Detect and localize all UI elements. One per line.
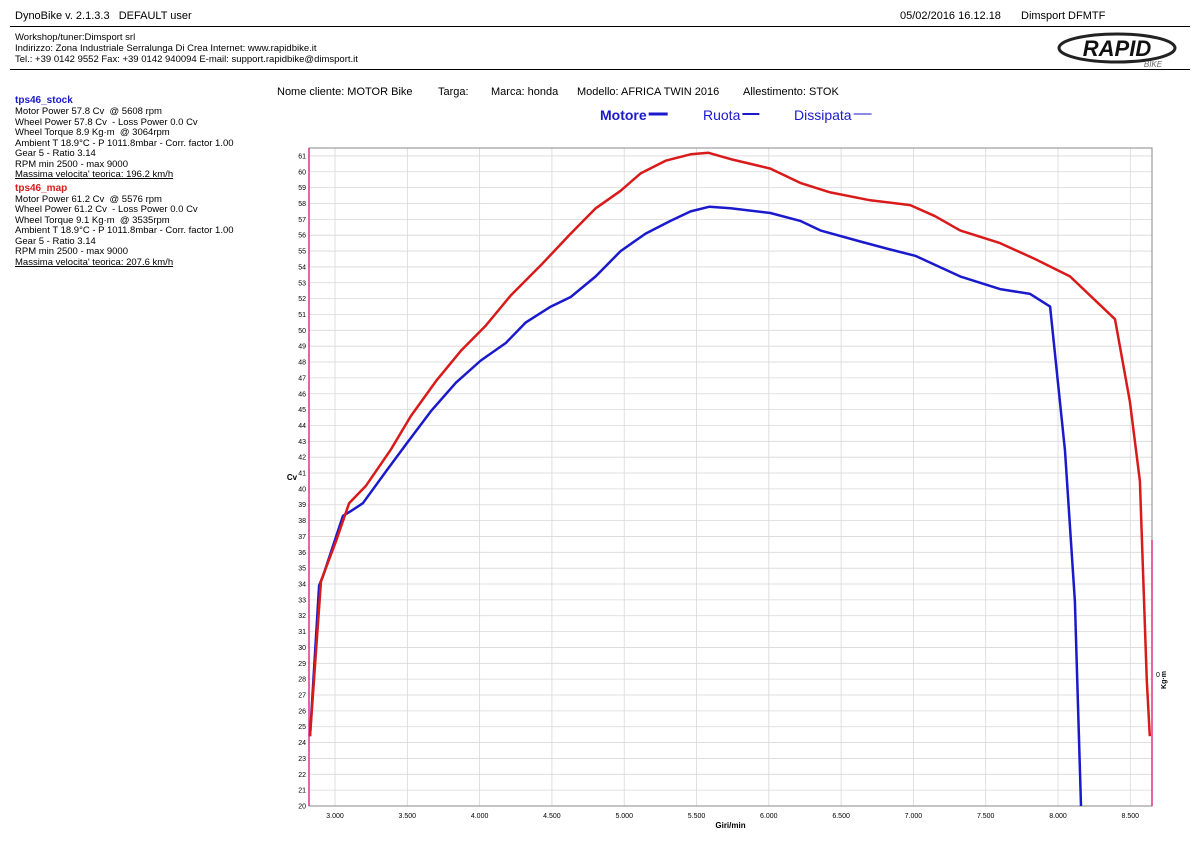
x-tick-label: 6.500: [832, 813, 850, 820]
y-tick-label: 46: [298, 391, 306, 398]
y-tick-label: 61: [298, 153, 306, 160]
y-tick-label: 55: [298, 249, 306, 256]
panel-line: Motor Power 57.8 Cv @ 5608 rpm: [15, 106, 162, 117]
x-tick-label: 4.500: [543, 813, 561, 820]
y-tick-label: 34: [298, 582, 306, 589]
meta-field: Marca: honda: [491, 86, 559, 98]
power-curve: [308, 151, 1152, 737]
meta-field: Allestimento: STOK: [743, 86, 839, 98]
y-tick-label: 43: [298, 439, 306, 446]
panel-line: Ambient T 18.9°C - P 1011.8mbar - Corr. …: [15, 225, 234, 236]
y-tick-label: 31: [298, 629, 306, 636]
separator: [10, 26, 1190, 27]
x-tick-label: 8.500: [1122, 813, 1140, 820]
y-axis-label: Cv: [287, 473, 298, 482]
panel-line: Motor Power 61.2 Cv @ 5576 rpm: [15, 193, 162, 205]
y-tick-label: 29: [298, 661, 306, 668]
y-tick-label: 23: [298, 756, 306, 763]
power-curve: [308, 205, 1083, 807]
panel-line: Massima velocita' teorica: 196.2 km/h: [15, 169, 174, 180]
y-tick-label: 49: [298, 344, 306, 351]
panel-line: Ambient T 18.9°C - P 1011.8mbar - Corr. …: [15, 137, 234, 149]
workshop-line: Indirizzo: Zona Industriale Serralunga D…: [15, 43, 317, 54]
app-title: DynoBike v. 2.1.3.3 DEFAULT user: [15, 10, 192, 22]
workshop-line: Workshop/tuner:Dimsport srl: [15, 32, 136, 43]
x-tick-label: 7.000: [905, 813, 923, 820]
y-tick-label: 21: [298, 788, 306, 795]
workshop-line: Tel.: +39 0142 9552 Fax: +39 0142 940094…: [15, 54, 358, 65]
logo-swoosh: [1057, 32, 1177, 64]
y-tick-label: 45: [298, 407, 306, 414]
y-tick-label: 58: [298, 201, 306, 208]
y-tick-label: 53: [298, 280, 306, 287]
panel-title: tps46_stock: [15, 95, 73, 106]
y-tick-label: 56: [298, 233, 306, 240]
y-tick-label: 50: [298, 328, 306, 335]
y-tick-label: 40: [298, 486, 306, 493]
y-tick-label: 37: [298, 534, 306, 541]
logo-sub: BIKE: [1144, 60, 1163, 69]
y-tick-label: 20: [298, 804, 306, 811]
y-tick-label: 42: [298, 455, 306, 462]
panel-line: RPM min 2500 - max 9000: [15, 158, 128, 170]
y-tick-label: 33: [298, 597, 306, 604]
y-tick-label: 59: [298, 185, 306, 192]
x-axis-label: Giri/min: [715, 821, 745, 830]
y-tick-label: 51: [298, 312, 306, 319]
y-tick-label: 48: [298, 360, 306, 367]
y-tick-label: 44: [298, 423, 306, 430]
panel-line: Gear 5 - Ratio 3.14: [15, 235, 96, 247]
y-tick-label: 60: [298, 169, 306, 176]
x-tick-label: 6.000: [760, 813, 778, 820]
y-tick-label: 25: [298, 724, 306, 731]
y-tick-label: 24: [298, 740, 306, 747]
y-tick-label: 36: [298, 550, 306, 557]
x-tick-label: 3.000: [326, 813, 344, 820]
x-tick-label: 5.000: [615, 813, 633, 820]
y-tick-label: 57: [298, 217, 306, 224]
y-tick-label: 28: [298, 677, 306, 684]
panel-line: Wheel Power 57.8 Cv - Loss Power 0.0 Cv: [15, 116, 198, 128]
x-tick-label: 4.000: [471, 813, 489, 820]
y-tick-label: 54: [298, 264, 306, 271]
y-tick-label: 35: [298, 566, 306, 573]
meta-field: Modello: AFRICA TWIN 2016: [577, 86, 720, 98]
y-tick-label: 26: [298, 708, 306, 715]
datetime: 05/02/2016 16.12.18: [900, 10, 1001, 22]
meta-field: Nome cliente: MOTOR Bike: [277, 86, 413, 98]
y-tick-label: 22: [298, 772, 306, 779]
panel-line: Wheel Torque 8.9 Kg·m @ 3064rpm: [15, 127, 170, 138]
y2-tick-label: 0: [1156, 672, 1160, 679]
panel-title: tps46_map: [15, 182, 68, 194]
legend-label: Ruota: [703, 107, 741, 123]
logo-main: RAPID: [1083, 36, 1152, 61]
panel-line: Gear 5 - Ratio 3.14: [15, 148, 96, 159]
y-tick-label: 30: [298, 645, 306, 652]
x-tick-label: 8.000: [1049, 813, 1067, 820]
panel-line: Wheel Torque 9.1 Kg·m @ 3535rpm: [15, 214, 170, 226]
y-tick-label: 38: [298, 518, 306, 525]
station: Dimsport DFMTF: [1021, 10, 1106, 22]
logo: RAPID BIKE: [1057, 32, 1177, 69]
panel-line: Wheel Power 61.2 Cv - Loss Power 0.0 Cv: [15, 204, 198, 215]
y-tick-label: 52: [298, 296, 306, 303]
x-tick-label: 3.500: [399, 813, 417, 820]
y2-axis-label: Kg·m: [1161, 671, 1168, 689]
panel-line: RPM min 2500 - max 9000: [15, 246, 128, 257]
y-tick-label: 47: [298, 375, 306, 382]
plot-frame: [308, 147, 1153, 807]
meta-field: Targa:: [438, 86, 469, 98]
legend-label: Dissipata: [794, 107, 852, 123]
panel-line: Massima velocita' teorica: 207.6 km/h: [15, 256, 174, 268]
x-tick-label: 7.500: [977, 813, 995, 820]
legend-label: Motore: [600, 107, 647, 123]
y-tick-label: 32: [298, 613, 306, 620]
y-tick-label: 27: [298, 693, 306, 700]
separator: [10, 69, 1190, 70]
x-tick-label: 5.500: [688, 813, 706, 820]
y-tick-label: 39: [298, 502, 306, 509]
y-tick-label: 41: [298, 471, 306, 478]
